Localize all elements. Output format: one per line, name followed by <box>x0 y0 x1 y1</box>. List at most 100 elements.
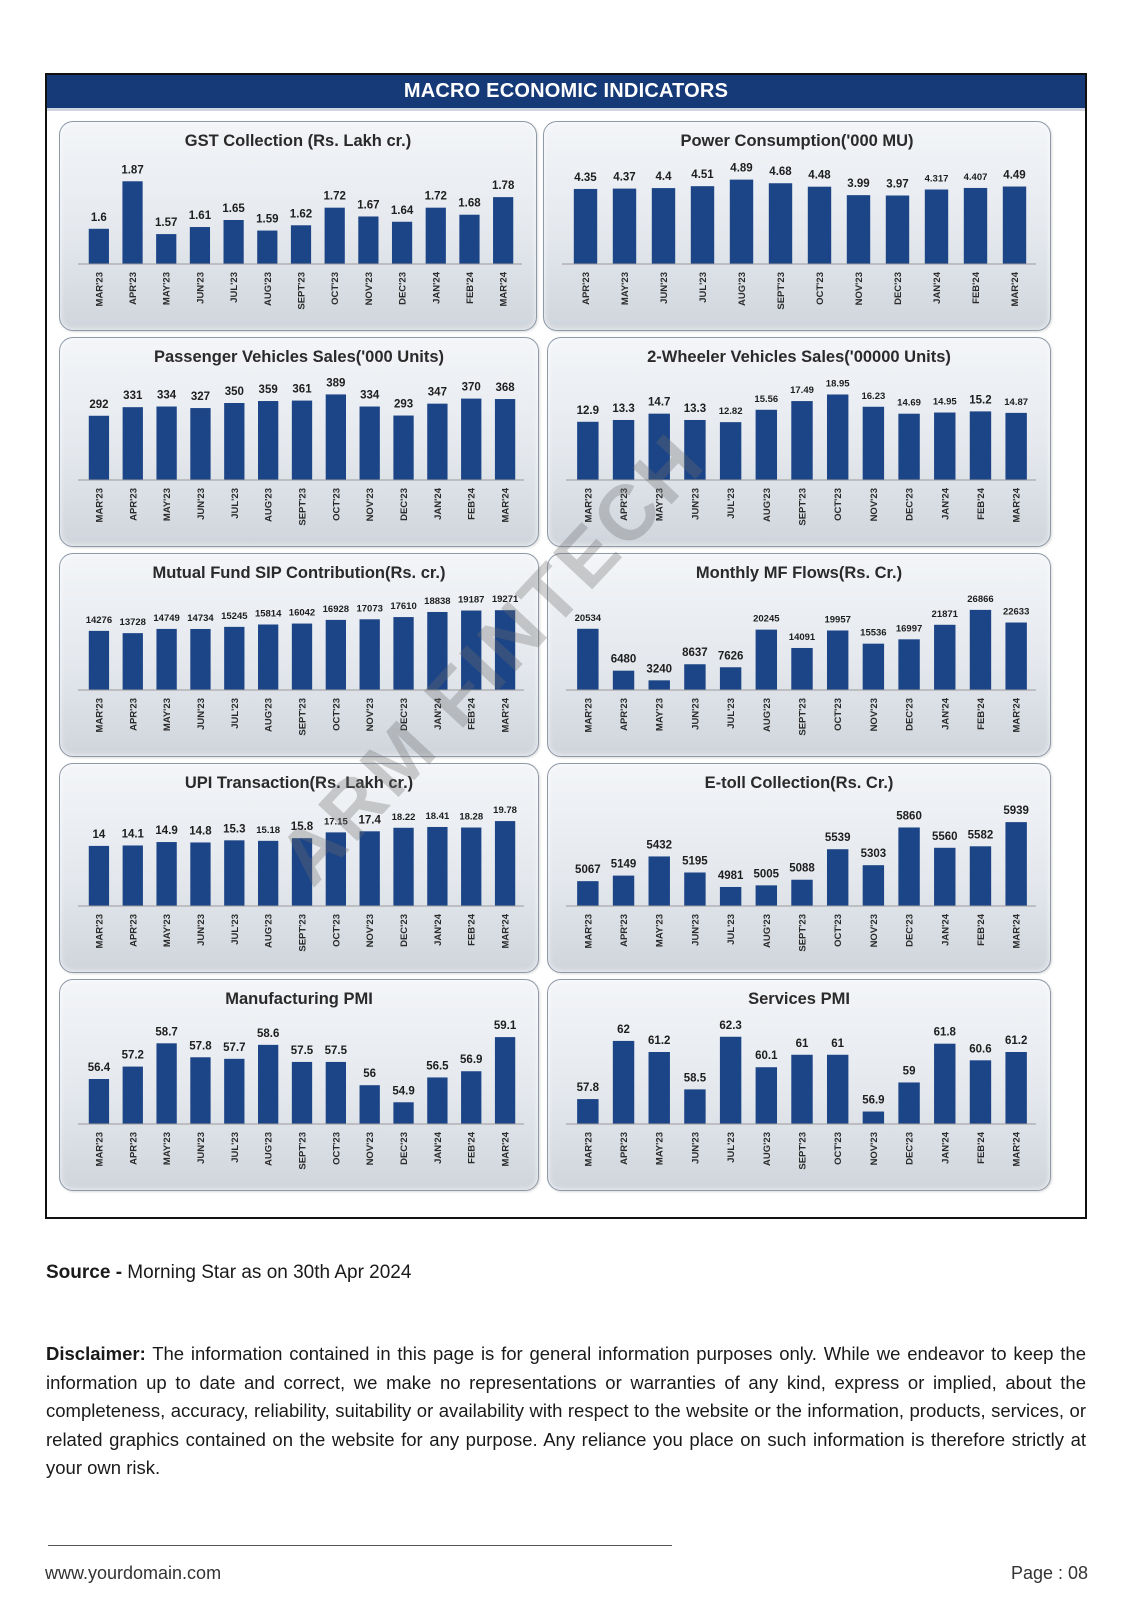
bar <box>577 881 599 906</box>
data-label: 21871 <box>932 609 959 620</box>
bar <box>358 216 379 264</box>
x-tick-label: APR'23 <box>619 698 630 731</box>
bar <box>612 419 635 480</box>
data-label: 3.99 <box>847 178 869 190</box>
chart-title: Manufacturing PMI <box>225 990 373 1008</box>
indicators-frame: MACRO ECONOMIC INDICATORS GST Collection… <box>45 73 1087 1219</box>
bar <box>719 422 742 480</box>
bar <box>291 623 313 690</box>
x-tick-label: SEPT'23 <box>297 272 308 310</box>
data-label: 4.407 <box>964 172 988 183</box>
bar <box>122 633 143 690</box>
data-label: 19271 <box>492 594 519 605</box>
bar <box>223 220 244 264</box>
chart-title: 2-Wheeler Vehicles Sales('00000 Units) <box>647 348 951 366</box>
data-label: 5560 <box>932 831 958 843</box>
bar <box>719 1036 742 1124</box>
bar <box>729 179 754 264</box>
x-tick-label: JUL'23 <box>726 698 737 729</box>
bar <box>156 628 177 690</box>
bar <box>963 187 988 264</box>
x-tick-label: OCT'23 <box>331 1132 342 1165</box>
data-label: 15.18 <box>256 825 280 836</box>
data-label: 22633 <box>1003 607 1029 618</box>
bar <box>612 188 637 264</box>
chart-panel: Power Consumption('000 MU) 4.35 APR'23 4.37… <box>543 121 1051 331</box>
x-tick-label: FEB'24 <box>465 271 476 304</box>
bar <box>1005 622 1027 690</box>
bar <box>190 1057 211 1124</box>
data-label: 334 <box>360 390 380 402</box>
data-label: 56.4 <box>88 1062 111 1074</box>
data-label: 1.87 <box>121 164 143 176</box>
bar <box>898 413 920 480</box>
data-label: 4.317 <box>925 174 949 185</box>
x-tick-label: FEB'24 <box>971 271 982 304</box>
data-label: 15.3 <box>223 823 245 835</box>
bar <box>122 407 143 480</box>
disclaimer: Disclaimer: The information contained in… <box>46 1340 1086 1483</box>
x-tick-label: JAN'24 <box>940 913 951 946</box>
data-label: 15.8 <box>291 821 314 833</box>
bar <box>494 821 516 906</box>
x-tick-label: JUN'23 <box>196 698 207 730</box>
chart-panel: GST Collection (Rs. Lakh cr.) 1.6 MAR'23 1.… <box>59 121 537 331</box>
x-tick-label: SEPT'23 <box>798 488 809 526</box>
x-tick-label: MAR'24 <box>499 271 510 306</box>
x-tick-label: AUG'23 <box>264 488 275 522</box>
x-tick-label: APR'23 <box>619 914 630 947</box>
data-label: 1.6 <box>91 212 107 224</box>
data-label: 13728 <box>120 617 146 628</box>
x-tick-label: NOV'23 <box>869 698 880 731</box>
x-tick-label: JUL'23 <box>229 272 240 303</box>
x-tick-label: APR'23 <box>128 698 139 731</box>
x-tick-label: MAR'24 <box>501 1131 512 1166</box>
data-label: 17610 <box>390 601 416 612</box>
bar <box>88 1079 110 1124</box>
data-label: 56.9 <box>862 1095 884 1107</box>
data-label: 14 <box>93 829 106 841</box>
bar <box>325 832 346 906</box>
data-label: 61 <box>796 1038 809 1050</box>
bar <box>768 183 793 264</box>
x-tick-label: FEB'24 <box>976 913 987 946</box>
bar <box>969 1060 992 1124</box>
bar <box>934 412 956 480</box>
chart-panel: Mutual Fund SIP Contribution(Rs. cr.) 142… <box>59 553 539 757</box>
x-tick-label: SEPT'23 <box>298 698 309 736</box>
bar-chart: Monthly MF Flows(Rs. Cr.) 20534 MAR'23 6480… <box>566 564 1036 736</box>
chart-title: Monthly MF Flows(Rs. Cr.) <box>696 564 902 582</box>
bar <box>1005 822 1027 906</box>
bar <box>648 856 670 906</box>
bar <box>427 1077 448 1124</box>
data-label: 57.5 <box>291 1045 314 1057</box>
data-label: 1.72 <box>425 191 447 203</box>
bar <box>791 401 813 480</box>
x-tick-label: DEC'23 <box>905 488 916 521</box>
x-tick-label: JAN'24 <box>940 1131 951 1164</box>
bar <box>324 207 345 264</box>
x-tick-label: JUL'23 <box>230 698 241 729</box>
bar <box>684 1089 706 1124</box>
x-tick-label: MAY'23 <box>620 272 631 305</box>
x-tick-label: NOV'23 <box>365 1132 376 1165</box>
x-tick-label: DEC'23 <box>905 1132 916 1165</box>
source-text: Morning Star as on 30th Apr 2024 <box>122 1262 412 1283</box>
data-label: 293 <box>394 399 413 411</box>
data-label: 12.9 <box>577 405 599 417</box>
data-label: 15536 <box>860 628 886 639</box>
data-label: 19957 <box>824 614 850 625</box>
data-label: 26866 <box>967 594 993 605</box>
data-label: 1.61 <box>189 210 212 222</box>
x-tick-label: JUL'23 <box>726 1132 737 1163</box>
data-label: 334 <box>157 390 177 402</box>
x-tick-label: FEB'24 <box>976 697 987 730</box>
bar <box>88 228 109 264</box>
x-tick-label: JUN'23 <box>690 698 701 730</box>
x-tick-label: FEB'24 <box>976 1131 987 1164</box>
bar <box>291 400 313 480</box>
bar <box>612 670 635 690</box>
x-tick-label: JUN'23 <box>196 914 207 946</box>
bar <box>898 1082 920 1124</box>
bar-chart: E-toll Collection(Rs. Cr.) 5067 MAR'23 5149… <box>566 774 1036 952</box>
